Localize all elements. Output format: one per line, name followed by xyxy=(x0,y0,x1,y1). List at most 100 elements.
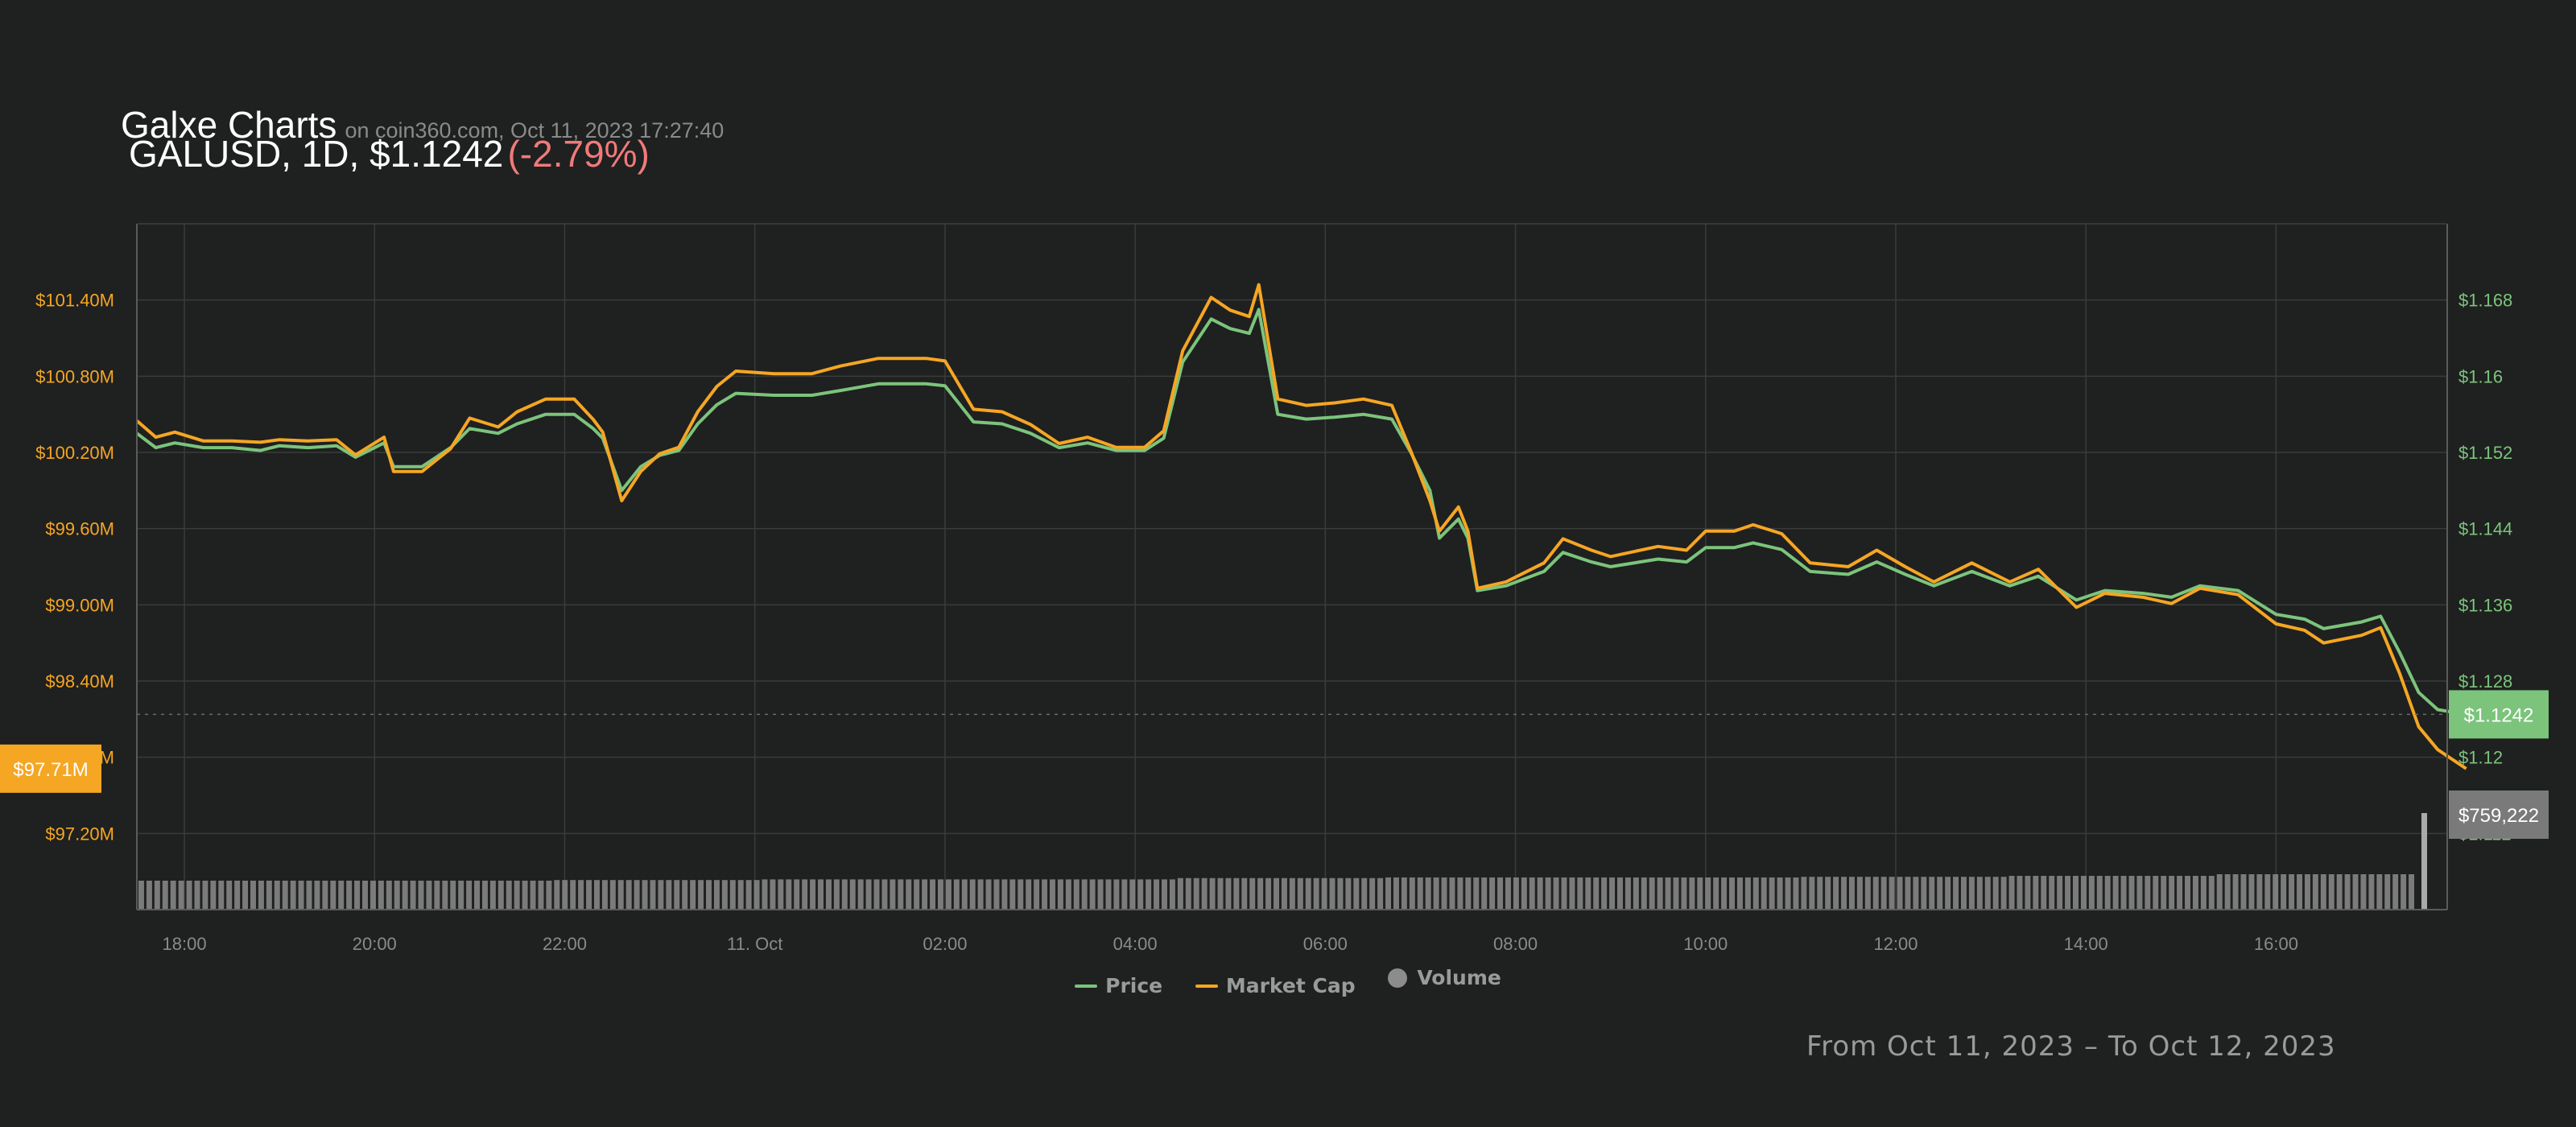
volume-bar xyxy=(170,881,176,910)
volume-bar xyxy=(2041,876,2047,910)
current-volume-label: $759,222 xyxy=(2458,805,2539,827)
volume-bar xyxy=(322,881,328,910)
volume-bar xyxy=(1905,877,1911,910)
x-tick-label: 10:00 xyxy=(1683,934,1728,954)
volume-bar xyxy=(666,880,672,910)
volume-bar xyxy=(2057,876,2063,910)
volume-bar xyxy=(617,880,624,910)
volume-bar xyxy=(226,881,233,910)
volume-bar xyxy=(658,880,664,910)
volume-bar xyxy=(1785,877,1791,910)
volume-bar xyxy=(2161,876,2167,910)
volume-bar xyxy=(650,880,656,910)
legend-item-volume[interactable]: Volume xyxy=(1388,966,1501,989)
volume-bar xyxy=(378,881,384,910)
volume-bar xyxy=(1321,877,1327,910)
volume-bar xyxy=(1856,877,1863,910)
volume-bar xyxy=(2289,874,2295,910)
volume-bars xyxy=(138,813,2427,910)
volume-bar xyxy=(1026,879,1032,910)
volume-bar xyxy=(1177,877,1183,910)
volume-bar xyxy=(1649,877,1655,910)
volume-bar xyxy=(394,881,400,910)
current-price-label: $1.1242 xyxy=(2464,704,2534,726)
volume-bar xyxy=(418,881,424,910)
volume-bar xyxy=(1146,879,1152,910)
volume-bar xyxy=(642,880,648,910)
volume-bar xyxy=(922,879,928,910)
volume-bar xyxy=(1937,877,1943,910)
volume-bar xyxy=(2232,874,2239,910)
volume-bar xyxy=(1385,877,1392,910)
volume-bar xyxy=(1913,877,1919,910)
volume-bar xyxy=(1305,877,1311,910)
volume-bar xyxy=(1162,879,1167,910)
volume-bar xyxy=(234,881,241,910)
volume-bar xyxy=(1929,877,1935,910)
left-tick-label: $98.40M xyxy=(45,671,114,691)
legend-item-price[interactable]: Price xyxy=(1075,974,1162,997)
volume-bar xyxy=(1801,877,1807,910)
pair-info-line: GALUSD, 1D, $1.1242 (-2.79%) xyxy=(129,132,650,175)
volume-bar xyxy=(1777,877,1783,910)
volume-bar xyxy=(873,879,880,910)
volume-bar xyxy=(522,881,528,910)
volume-bar xyxy=(1441,877,1447,910)
volume-bar xyxy=(906,879,912,910)
volume-bar xyxy=(1809,877,1815,910)
volume-bar xyxy=(2033,876,2039,910)
volume-bar xyxy=(369,881,376,910)
volume-bar xyxy=(2000,877,2007,910)
volume-bar xyxy=(1545,877,1551,910)
volume-bar xyxy=(1961,877,1967,910)
volume-bar xyxy=(1617,877,1623,910)
volume-bar xyxy=(434,881,440,910)
volume-bar xyxy=(162,881,168,910)
volume-bar xyxy=(410,881,416,910)
volume-bar xyxy=(458,881,464,910)
volume-bar xyxy=(386,881,392,910)
volume-bar xyxy=(274,881,280,910)
volume-bar xyxy=(154,881,160,910)
current-market-cap-label: $97.71M xyxy=(13,759,88,781)
volume-bar xyxy=(2088,876,2095,910)
volume-bar xyxy=(489,881,496,910)
volume-bar xyxy=(1121,879,1128,910)
volume-bar xyxy=(1872,877,1879,910)
volume-bar xyxy=(314,881,320,910)
volume-bar xyxy=(2145,876,2151,910)
volume-bar xyxy=(298,881,304,910)
volume-bar xyxy=(578,880,584,910)
volume-bar xyxy=(210,881,217,910)
volume-bar xyxy=(530,881,536,910)
volume-bar xyxy=(2153,876,2159,910)
title-line: Galxe Charts on coin360.com, Oct 11, 2023… xyxy=(121,103,724,147)
volume-bar xyxy=(1401,877,1407,910)
volume-bar xyxy=(546,881,552,910)
volume-bar xyxy=(1465,877,1472,910)
volume-bar xyxy=(802,879,808,910)
volume-bar xyxy=(1537,877,1543,910)
volume-bar xyxy=(2136,876,2143,910)
left-tick-label: $100.80M xyxy=(35,366,114,386)
grid xyxy=(137,224,2447,910)
volume-bar xyxy=(1193,877,1199,910)
volume-bar xyxy=(1513,877,1519,910)
volume-bar xyxy=(1984,877,1991,910)
volume-bar xyxy=(778,879,784,910)
volume-bar xyxy=(1154,879,1160,910)
volume-bar xyxy=(1729,877,1735,910)
x-tick-label: 02:00 xyxy=(923,934,967,954)
volume-bar xyxy=(1665,877,1671,910)
chart-header: Galxe Charts on coin360.com, Oct 11, 2023… xyxy=(0,0,2576,209)
volume-bar xyxy=(2336,874,2343,910)
volume-bar xyxy=(1225,877,1232,910)
volume-bar xyxy=(634,880,640,910)
volume-bar xyxy=(818,879,824,910)
volume-bar xyxy=(442,881,448,910)
date-from: From Oct 11, 2023 xyxy=(1806,1030,2075,1063)
right-tick-label: $1.152 xyxy=(2458,443,2512,463)
legend-item-market-cap[interactable]: Market Cap xyxy=(1195,974,1356,997)
right-tick-label: $1.12 xyxy=(2458,748,2503,768)
